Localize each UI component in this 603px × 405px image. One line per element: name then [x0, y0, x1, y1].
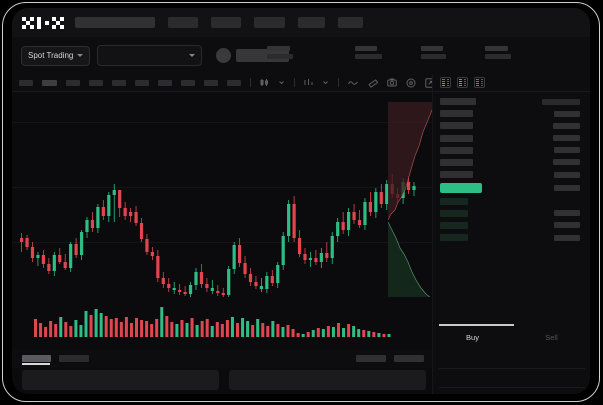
camera-icon[interactable] — [387, 78, 397, 87]
wave-icon[interactable] — [348, 79, 359, 87]
okx-logo-icon[interactable] — [22, 16, 64, 29]
orders-content-area — [12, 370, 432, 394]
chart-gridline — [12, 122, 432, 123]
tab-open-orders[interactable] — [22, 355, 51, 362]
bottom-panel-left[interactable] — [22, 370, 219, 390]
stat-24h-volume — [485, 46, 545, 59]
orderbook-asks-icon[interactable] — [474, 77, 485, 88]
nav-item-5[interactable] — [338, 17, 363, 28]
bottom-action-2[interactable] — [394, 355, 424, 362]
active-tab-indicator — [439, 324, 514, 326]
pair-selector-dropdown[interactable] — [97, 45, 203, 66]
timeframe-button-10[interactable] — [227, 79, 241, 86]
global-search-input[interactable] — [75, 17, 155, 28]
chevron-down-icon — [189, 54, 196, 57]
nav-item-1[interactable] — [168, 17, 198, 28]
chart-gridline — [12, 242, 432, 243]
order-price-field[interactable] — [439, 350, 585, 369]
orderbook-ask-row[interactable] — [433, 170, 590, 179]
nav-item-2[interactable] — [211, 17, 241, 28]
orderbook-spread-row — [433, 182, 590, 193]
toolbar-divider — [294, 78, 295, 87]
indicator-icon[interactable] — [304, 78, 313, 87]
trade-order-form — [433, 350, 590, 394]
stat-last-price — [267, 46, 305, 59]
stat-24h-high — [421, 46, 491, 59]
timeframe-button-9[interactable] — [204, 79, 218, 86]
chart-gridline — [12, 187, 432, 188]
app-screen: Spot Trading — [12, 8, 590, 394]
toolbar-divider — [250, 78, 251, 87]
fullscreen-icon[interactable] — [425, 77, 435, 88]
trading-mode-label: Spot Trading — [28, 51, 74, 60]
orderbook-ask-row[interactable] — [433, 121, 590, 130]
toolbar-divider — [338, 78, 339, 87]
bottom-panel-right[interactable] — [229, 370, 426, 390]
market-depth-overlay — [388, 102, 432, 297]
nav-item-3[interactable] — [254, 17, 285, 28]
tab-order-history[interactable] — [59, 355, 89, 362]
timeframe-button-2[interactable] — [42, 79, 57, 86]
orderbook-ask-row[interactable] — [433, 158, 590, 167]
orderbook-display-modes — [433, 74, 590, 92]
orderbook-header-row — [433, 97, 590, 106]
orderbook-both-icon[interactable] — [440, 77, 451, 88]
price-candlestick-chart[interactable] — [12, 92, 432, 297]
timeframe-button-4[interactable] — [89, 79, 103, 86]
timeframe-button-3[interactable] — [66, 79, 80, 86]
tab-sell[interactable]: Sell — [545, 332, 558, 342]
trading-mode-dropdown[interactable]: Spot Trading — [21, 45, 91, 66]
top-navigation-bar — [12, 8, 590, 37]
ruler-icon[interactable] — [368, 78, 378, 88]
active-tab-underline — [22, 363, 50, 365]
orderbook-ask-row[interactable] — [433, 134, 590, 143]
volume-histogram — [12, 297, 432, 349]
order-total-field[interactable] — [439, 388, 585, 394]
tab-buy[interactable]: Buy — [466, 332, 479, 342]
timeframe-button-1[interactable] — [19, 79, 33, 86]
orderbook-bid-row[interactable] — [433, 197, 590, 206]
chevron-down-icon[interactable] — [278, 79, 285, 86]
orderbook-bid-row[interactable] — [433, 221, 590, 230]
orders-tabs-bar — [12, 349, 432, 368]
settings-icon[interactable] — [406, 78, 416, 88]
orderbook-rows[interactable] — [433, 92, 590, 242]
orderbook-ask-row[interactable] — [433, 146, 590, 155]
orderbook-bids-icon[interactable] — [457, 77, 468, 88]
orderbook-bid-row[interactable] — [433, 233, 590, 242]
nav-item-4[interactable] — [298, 17, 325, 28]
volume-series — [34, 307, 391, 337]
bottom-action-1[interactable] — [356, 355, 386, 362]
timeframe-button-5[interactable] — [112, 79, 126, 86]
orderbook-bid-row[interactable] — [433, 209, 590, 218]
candlestick-series — [20, 174, 416, 297]
order-amount-field[interactable] — [439, 369, 585, 388]
pair-coin-avatar — [216, 48, 232, 63]
stat-24h-change — [355, 46, 443, 59]
trade-side-tabs: Buy Sell — [433, 324, 590, 350]
market-stats-row — [267, 46, 587, 59]
device-bezel — [2, 2, 600, 402]
orderbook-and-trade-panel: Buy Sell — [432, 74, 590, 394]
candlestick-icon[interactable] — [260, 78, 269, 87]
chevron-down-icon[interactable] — [322, 79, 329, 86]
chevron-down-icon — [77, 54, 84, 57]
timeframe-button-8[interactable] — [181, 79, 195, 86]
orderbook-ask-row[interactable] — [433, 109, 590, 118]
timeframe-button-6[interactable] — [135, 79, 149, 86]
timeframe-button-7[interactable] — [158, 79, 172, 86]
